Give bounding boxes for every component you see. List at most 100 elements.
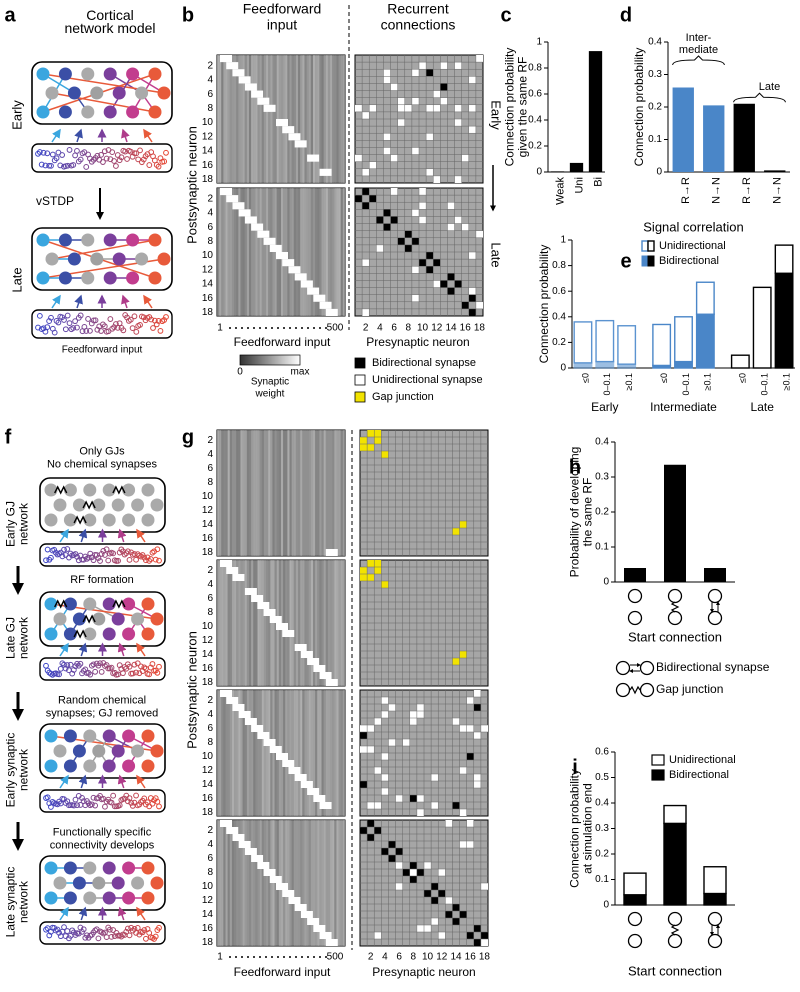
- input-arrow: [59, 906, 69, 921]
- matrix-cell: [445, 911, 453, 918]
- matrix-cell: [426, 168, 434, 176]
- ff-stripe: [291, 188, 294, 316]
- matrix-cell: [362, 202, 370, 210]
- ff-stripe: [229, 690, 232, 816]
- ff-stripe: [221, 55, 224, 183]
- input-unit: [88, 801, 95, 808]
- ff-stripe: [274, 430, 277, 556]
- x-tick-label: 10: [422, 952, 434, 963]
- neuron: [102, 759, 116, 773]
- matrix-cell: [388, 841, 396, 848]
- matrix-cell: [454, 280, 462, 288]
- matrix-cell: [424, 862, 432, 869]
- ff-stripe: [244, 55, 247, 183]
- neuron: [81, 233, 95, 247]
- ff-stripe: [253, 820, 256, 946]
- annotation: Inter-: [686, 32, 712, 44]
- bar-segment: [595, 360, 615, 369]
- ff-stripe: [231, 820, 235, 946]
- input-arrow: [59, 528, 69, 543]
- y-tick-label: 16: [202, 923, 214, 934]
- x-tick-label: N→N: [711, 177, 723, 204]
- neuron: [102, 513, 116, 527]
- input-unit: [98, 669, 105, 675]
- ff-weight: [263, 739, 276, 746]
- ff-stripe: [242, 55, 245, 183]
- ff-stripe: [325, 690, 328, 816]
- ff-stripe: [332, 820, 335, 946]
- neuron: [63, 597, 77, 611]
- neuron: [58, 233, 72, 247]
- y-tick-label: 12: [202, 635, 214, 646]
- input-unit: [40, 149, 47, 156]
- label: Only GJs: [79, 445, 125, 457]
- ff-stripe: [219, 560, 222, 686]
- matrix-cell: [454, 175, 462, 183]
- matrix-cell: [397, 97, 405, 105]
- matrix-cell: [419, 202, 427, 210]
- ff-weight: [288, 133, 301, 141]
- ff-stripe: [336, 560, 339, 686]
- matrix-cell: [367, 834, 375, 841]
- ff-stripe: [325, 560, 328, 686]
- ff-stripe: [255, 820, 258, 946]
- y-tick-label: 12: [202, 131, 214, 142]
- ff-stripe: [319, 188, 322, 316]
- ff-stripe: [300, 430, 303, 556]
- axis-dot: [259, 327, 261, 329]
- input-unit: [102, 803, 108, 810]
- matrix-cell: [395, 795, 403, 802]
- x-tick-label: ≥0.1: [703, 373, 713, 390]
- bar-segment: [774, 244, 794, 274]
- neuron: [92, 612, 106, 626]
- matrix-cell: [390, 188, 398, 196]
- y-tick-label: 0.2: [528, 141, 542, 152]
- ff-stripe: [236, 430, 239, 556]
- input-unit: [97, 660, 103, 667]
- y-tick-label: 8: [207, 236, 213, 247]
- matrix-cell: [362, 188, 370, 196]
- input-unit: [77, 156, 84, 163]
- neuron: [141, 483, 155, 497]
- legend-label: Unidirectional: [659, 240, 726, 252]
- input-unit: [85, 316, 91, 322]
- matrix-cell: [374, 567, 382, 574]
- ff-stripe: [325, 188, 328, 316]
- y-tick-label: 10: [202, 117, 214, 128]
- y-tick-label: 8: [207, 607, 213, 618]
- ff-stripe: [270, 55, 273, 183]
- bar: [672, 87, 694, 172]
- ff-stripe: [308, 560, 311, 686]
- input-unit: [155, 318, 162, 324]
- ff-stripe: [263, 560, 267, 686]
- neuron: [122, 729, 136, 743]
- neuron: [131, 498, 145, 512]
- icon-neuron: [707, 911, 723, 927]
- neuron: [72, 876, 86, 890]
- matrix-cell: [459, 725, 467, 732]
- input-unit: [59, 660, 66, 667]
- ff-stripe: [323, 690, 326, 816]
- ff-stripe: [332, 55, 335, 183]
- neuron: [44, 861, 58, 875]
- ff-stripe: [300, 188, 303, 316]
- y-tick-label: 1: [560, 235, 566, 246]
- input-unit: [103, 155, 110, 162]
- input-unit: [75, 930, 82, 937]
- axis-dot: [319, 327, 321, 329]
- y-tick-label: 16: [202, 663, 214, 674]
- icon-neuron: [707, 610, 723, 626]
- ff-stripe: [338, 430, 341, 556]
- matrix-cell: [409, 876, 417, 883]
- ff-stripe: [227, 188, 230, 316]
- matrix-cell: [360, 444, 368, 451]
- matrix-cell: [426, 266, 434, 274]
- ff-stripe: [289, 430, 292, 556]
- neuron: [90, 252, 104, 266]
- axis-dot: [229, 327, 231, 329]
- axis-dot: [253, 956, 255, 958]
- ff-stripe: [321, 690, 324, 816]
- matrix-cell: [395, 862, 403, 869]
- input-unit: [70, 162, 77, 168]
